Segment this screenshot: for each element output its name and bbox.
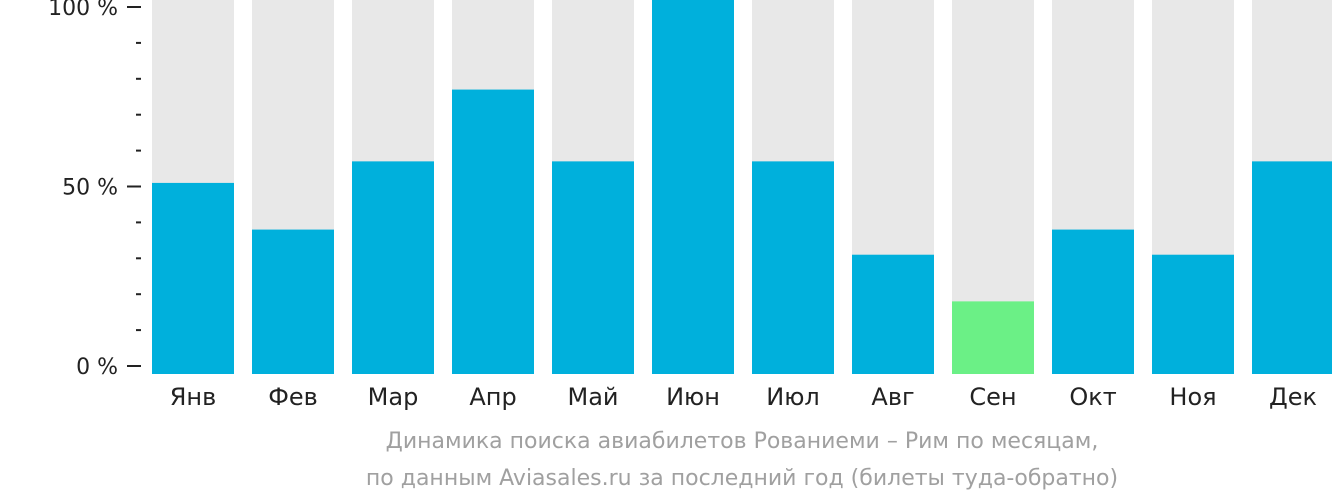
bar-chart: Янв Фев Мар Апр Май Июн Июл Авг Сен Окт Ноя Дек 100 … [48, 0, 1332, 411]
x-tick-label: Авг [871, 383, 914, 411]
bar [1052, 229, 1134, 374]
y-tick-label: 50 % [62, 176, 118, 201]
bar [352, 161, 434, 374]
bar [452, 89, 534, 374]
y-tick-label: 0 % [76, 355, 118, 380]
bar [152, 182, 234, 374]
y-tick-label: 100 % [48, 0, 118, 21]
x-tick-label: Мар [368, 383, 419, 411]
bar [252, 229, 334, 374]
x-tick-label: Янв [170, 383, 217, 411]
bar [1152, 254, 1234, 374]
x-tick-label: Сен [969, 383, 1016, 411]
bar [852, 254, 934, 374]
x-tick-label: Ноя [1169, 383, 1216, 411]
bar [552, 161, 634, 374]
x-tick-label: Апр [469, 383, 516, 411]
bar [1252, 161, 1332, 374]
x-tick-label: Окт [1069, 383, 1116, 411]
chart-caption-line-1: Динамика поиска авиабилетов Рованиеми – … [385, 429, 1099, 454]
x-tick-label: Июн [666, 383, 720, 411]
bar [952, 301, 1034, 374]
x-tick-label: Фев [268, 383, 318, 411]
x-tick-label: Май [567, 383, 618, 411]
bar [752, 161, 834, 374]
x-tick-label: Июл [766, 383, 820, 411]
chart-caption-line-2: по данным Aviasales.ru за последний год … [365, 466, 1119, 491]
x-tick-label: Дек [1269, 383, 1317, 411]
bar [652, 0, 734, 374]
